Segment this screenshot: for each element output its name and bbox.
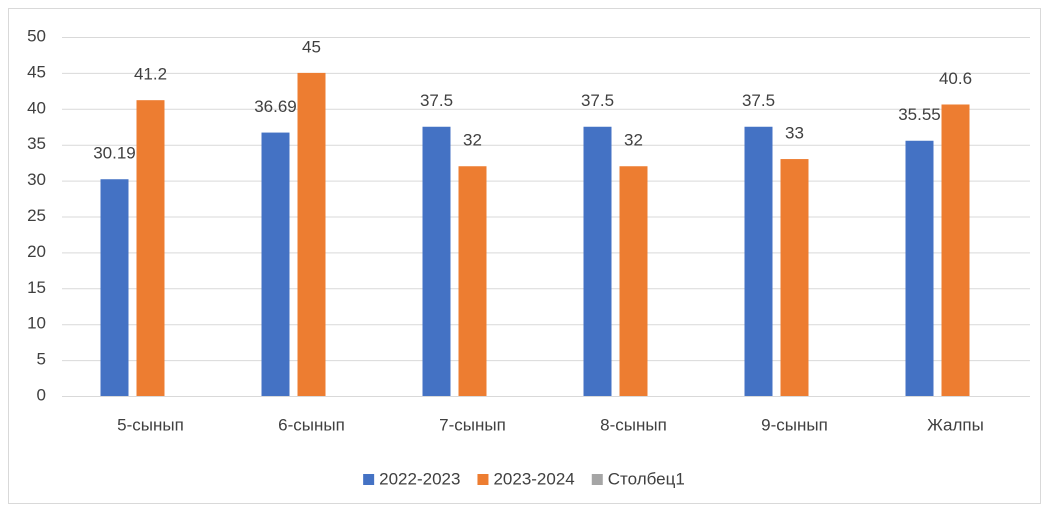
bar bbox=[941, 104, 970, 396]
y-tick-label: 5 bbox=[37, 350, 46, 369]
legend-label: 2023-2024 bbox=[493, 469, 574, 488]
x-tick-label: Жалпы bbox=[927, 415, 984, 434]
data-label: 30.19 bbox=[93, 144, 136, 163]
y-tick-label: 35 bbox=[27, 134, 46, 153]
data-label: 32 bbox=[624, 131, 643, 150]
data-label: 37.5 bbox=[581, 91, 614, 110]
bar bbox=[905, 140, 934, 396]
bar bbox=[261, 132, 290, 396]
y-tick-label: 15 bbox=[27, 278, 46, 297]
x-tick-label: 6-сынып bbox=[278, 415, 345, 434]
data-label: 33 bbox=[785, 124, 804, 143]
x-tick-label: 5-сынып bbox=[117, 415, 184, 434]
bar bbox=[619, 166, 648, 396]
y-tick-label: 40 bbox=[27, 98, 46, 117]
bar bbox=[780, 159, 809, 396]
bar bbox=[583, 126, 612, 396]
x-tick-label: 7-сынып bbox=[439, 415, 506, 434]
y-tick-label: 50 bbox=[27, 26, 46, 45]
legend-label: 2022-2023 bbox=[379, 469, 460, 488]
bar bbox=[422, 126, 451, 396]
chart-border bbox=[8, 8, 1041, 504]
bar bbox=[297, 72, 326, 397]
bar bbox=[136, 100, 165, 397]
bar bbox=[458, 166, 487, 396]
y-tick-label: 20 bbox=[27, 242, 46, 261]
x-tick-label: 9-сынып bbox=[761, 415, 828, 434]
x-tick-label: 8-сынып bbox=[600, 415, 667, 434]
data-label: 32 bbox=[463, 131, 482, 150]
data-label: 45 bbox=[302, 37, 321, 56]
bar bbox=[100, 179, 129, 396]
data-label: 36.69 bbox=[254, 97, 297, 116]
y-tick-label: 25 bbox=[27, 206, 46, 225]
y-tick-label: 10 bbox=[27, 314, 46, 333]
y-tick-label: 0 bbox=[37, 385, 46, 404]
legend-swatch bbox=[363, 474, 375, 485]
legend-swatch bbox=[477, 474, 489, 485]
data-label: 37.5 bbox=[420, 91, 453, 110]
y-tick-label: 45 bbox=[27, 62, 46, 81]
data-label: 40.6 bbox=[939, 69, 972, 88]
bar bbox=[744, 126, 773, 396]
data-label: 41.2 bbox=[134, 65, 167, 84]
legend-swatch bbox=[591, 474, 603, 485]
data-label: 37.5 bbox=[742, 91, 775, 110]
legend-label: Столбец1 bbox=[608, 469, 685, 488]
data-label: 35.55 bbox=[898, 105, 941, 124]
y-tick-label: 30 bbox=[27, 170, 46, 189]
